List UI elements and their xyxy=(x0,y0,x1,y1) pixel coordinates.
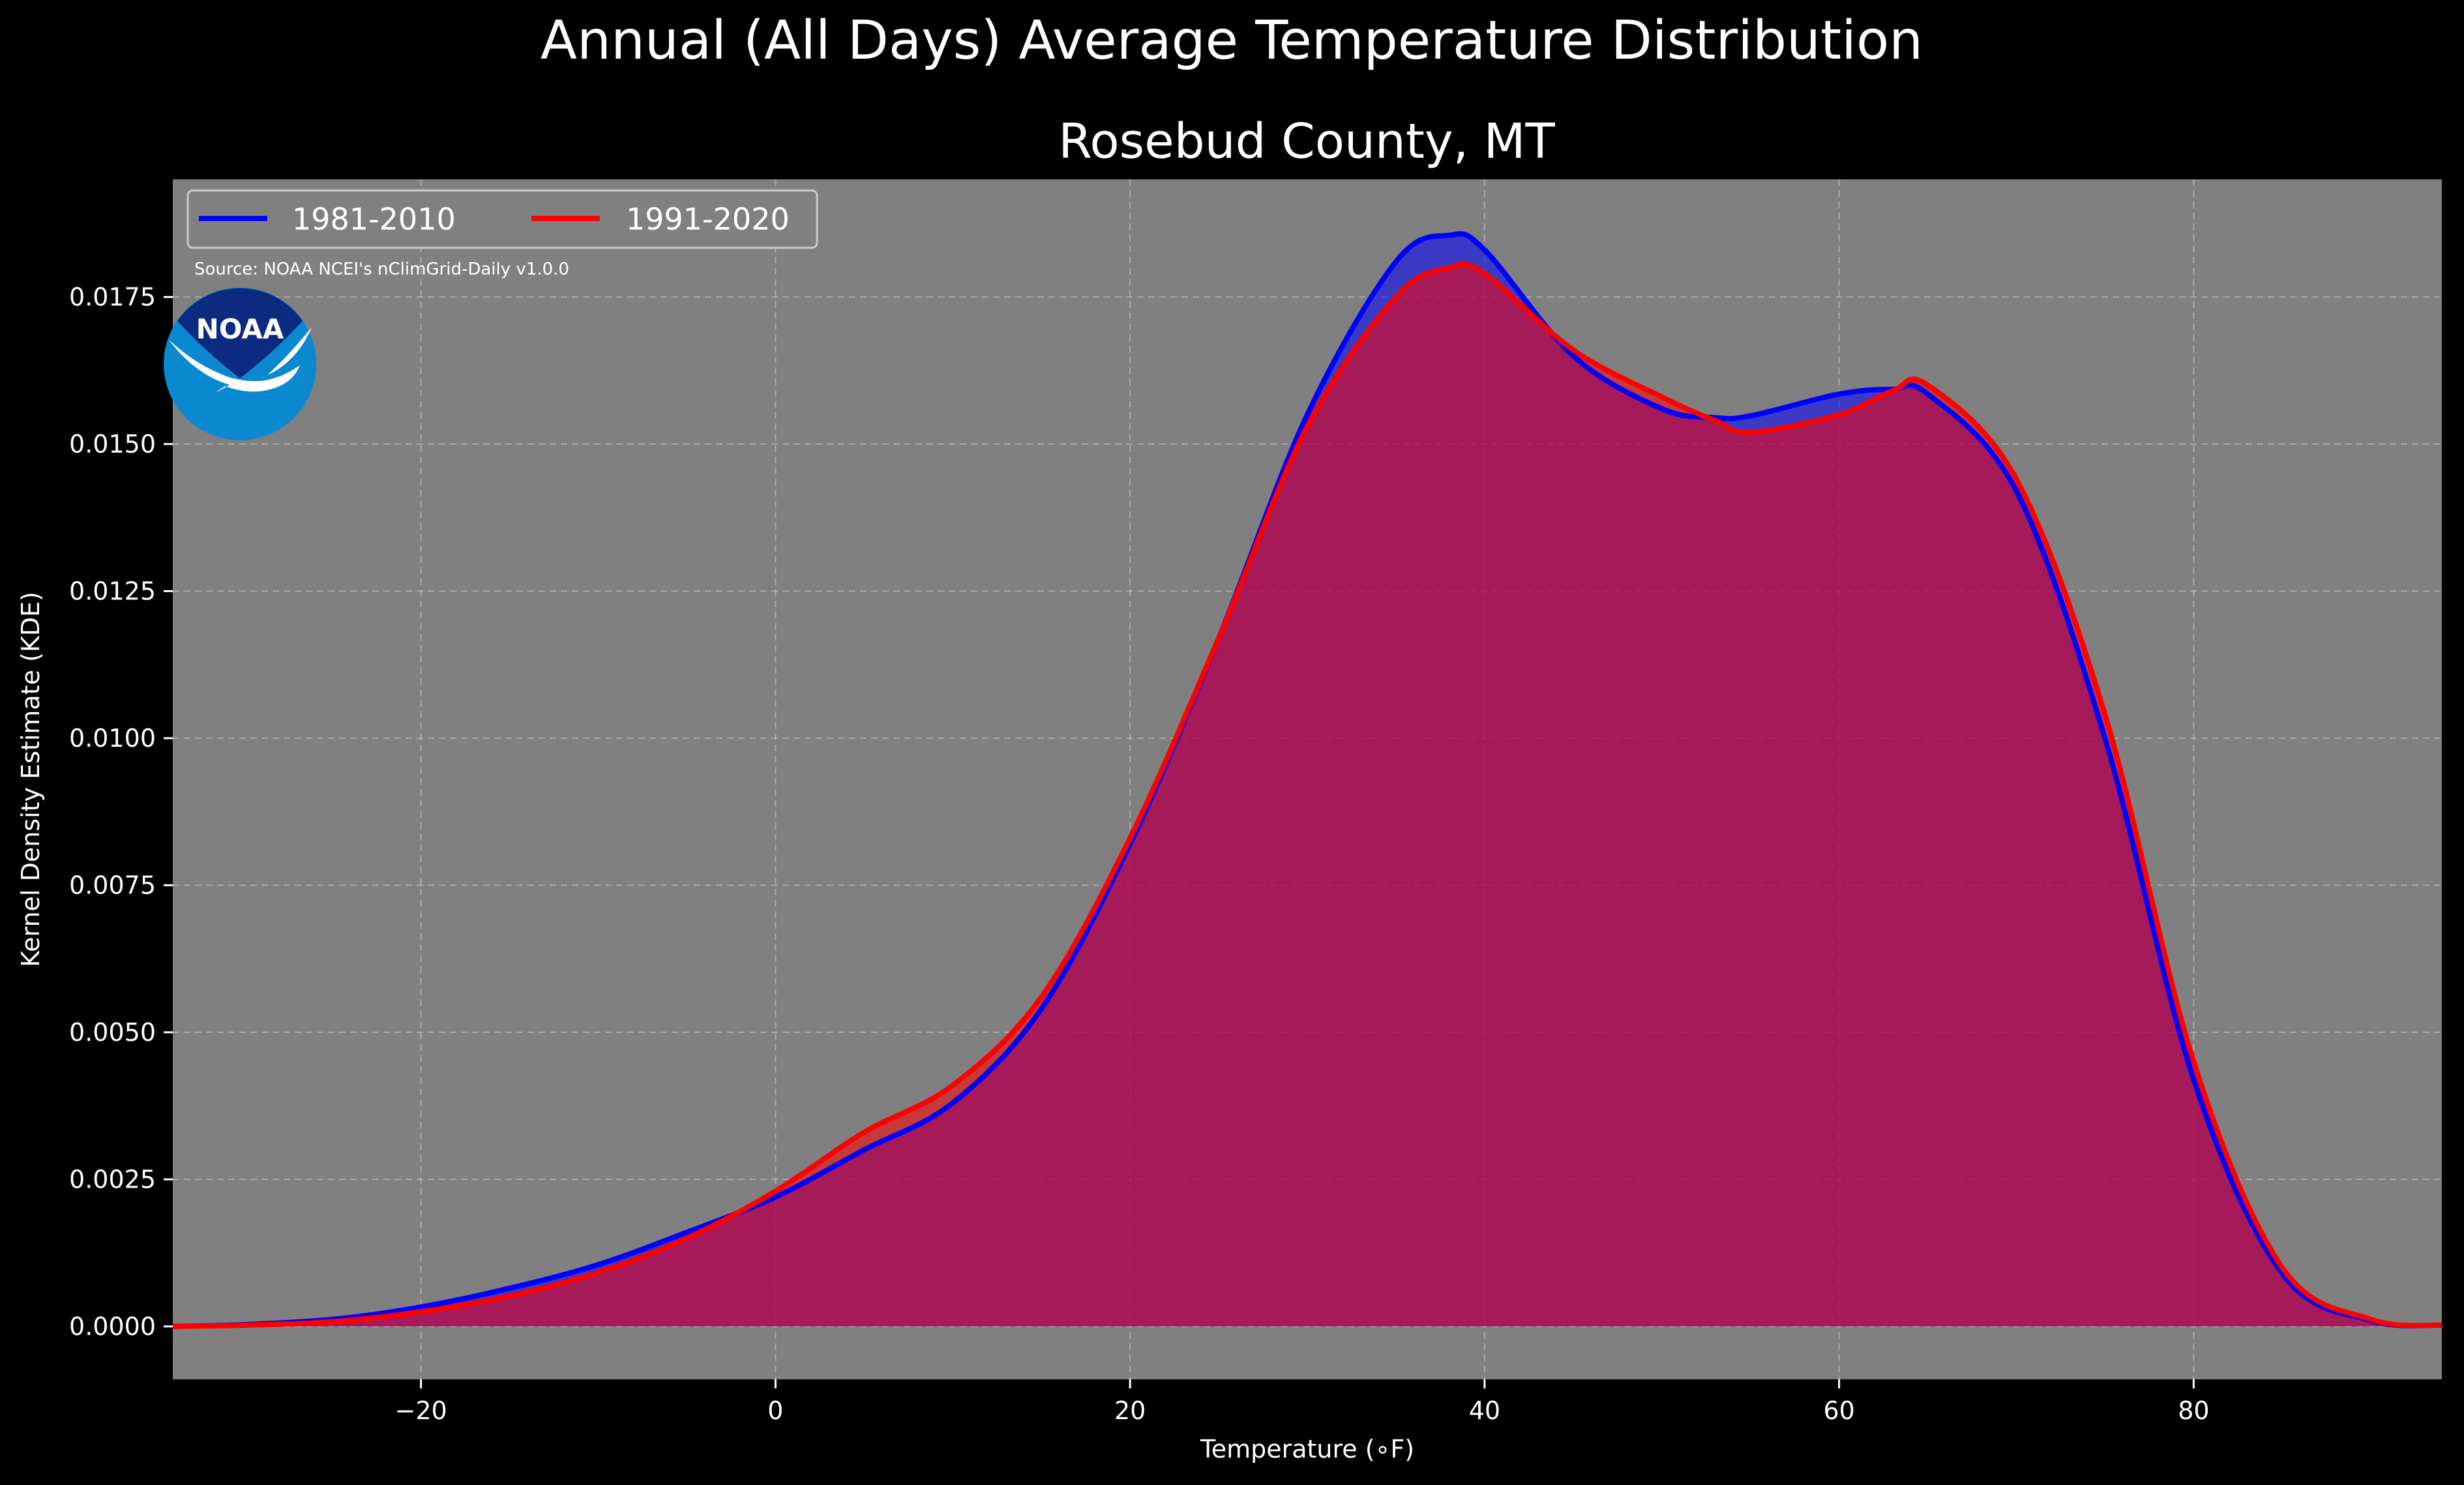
legend: 1981-2010 1991-2020 xyxy=(186,189,818,249)
y-tick-label: 0.0150 xyxy=(69,430,156,458)
density-lines xyxy=(173,231,2442,1329)
line-1991-2020 xyxy=(173,261,2442,1329)
x-tick-label: −20 xyxy=(395,1396,447,1425)
legend-label-1981-2010: 1981-2010 xyxy=(292,202,456,237)
y-tick-label: 0.0050 xyxy=(69,1018,156,1047)
noaa-logo: NOAA xyxy=(164,288,316,440)
legend-frame xyxy=(186,189,818,249)
y-tick-label: 0.0175 xyxy=(69,282,156,311)
x-tick-label: 40 xyxy=(1469,1396,1500,1425)
legend-label-1991-2020: 1991-2020 xyxy=(626,202,790,237)
logo-top-band xyxy=(177,288,303,378)
density-areas xyxy=(173,233,2442,1327)
y-tick-label: 0.0025 xyxy=(69,1165,156,1193)
area-1991-2020 xyxy=(173,263,2442,1327)
y-tick-label: 0.0100 xyxy=(69,724,156,753)
y-tick-label: 0.0075 xyxy=(69,871,156,899)
y-tick-label: 0.0000 xyxy=(69,1312,156,1341)
line-1981-2010 xyxy=(173,231,2442,1329)
x-tick-label: 80 xyxy=(2178,1396,2209,1425)
logo-text: NOAA xyxy=(196,313,284,345)
x-axis-label: Temperature (∘F) xyxy=(1200,1435,1414,1463)
y-tick-label: 0.0125 xyxy=(69,577,156,605)
source-annotation: Source: NOAA NCEI's nClimGrid-Daily v1.0… xyxy=(194,260,569,279)
chart-suptitle: Annual (All Days) Average Temperature Di… xyxy=(541,10,1923,72)
logo-seagull-icon xyxy=(168,339,300,393)
chart-title: Rosebud County, MT xyxy=(1058,113,1555,170)
x-tick-label: 0 xyxy=(767,1396,783,1425)
x-tick-label: 60 xyxy=(1823,1396,1854,1425)
y-axis-label: Kernel Density Estimate (KDE) xyxy=(16,592,45,967)
y-axis-ticks: 0.0000 0.0025 0.0050 0.0075 0.0100 0.0125 0.01… xyxy=(69,282,173,1341)
x-tick-label: 20 xyxy=(1114,1396,1146,1425)
x-axis-ticks: −20 0 20 40 60 80 xyxy=(395,1379,2210,1425)
